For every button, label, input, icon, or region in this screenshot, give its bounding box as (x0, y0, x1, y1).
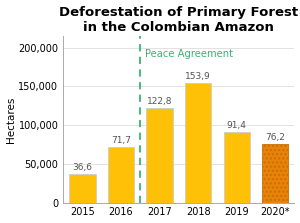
Bar (262, 144, 288, 202)
Bar (224, 132, 250, 202)
Bar (146, 107, 173, 202)
Text: 36,6: 36,6 (73, 163, 92, 172)
Text: 91,4: 91,4 (227, 121, 247, 130)
Text: 153,9: 153,9 (185, 72, 211, 81)
Text: 122,8: 122,8 (147, 97, 172, 105)
Bar (69, 174, 96, 202)
Y-axis label: Hectares: Hectares (6, 96, 16, 142)
Bar (185, 83, 211, 202)
Bar (108, 147, 134, 202)
Text: Peace Agreement: Peace Agreement (145, 49, 233, 59)
Text: 71,7: 71,7 (111, 136, 131, 145)
Title: Deforestation of Primary Forest
in the Colombian Amazon: Deforestation of Primary Forest in the C… (59, 6, 298, 33)
Text: 76,2: 76,2 (265, 133, 285, 142)
